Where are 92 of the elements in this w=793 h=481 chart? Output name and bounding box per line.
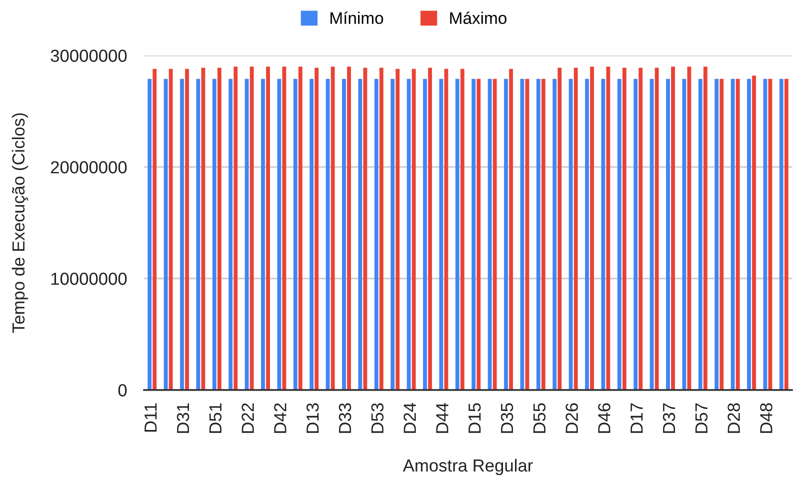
- x-tick-label: D17: [630, 403, 643, 433]
- bar: [622, 68, 626, 390]
- bar: [412, 68, 416, 390]
- bar: [293, 78, 298, 390]
- bar: [234, 66, 238, 390]
- bar: [185, 68, 189, 390]
- bar: [277, 78, 282, 390]
- x-tick-label: D15: [468, 403, 481, 433]
- bar: [763, 78, 768, 390]
- bar: [671, 66, 675, 390]
- bar: [358, 78, 362, 390]
- bar: [698, 78, 702, 390]
- bar: [217, 68, 222, 390]
- bar: [720, 78, 724, 390]
- bar: [682, 78, 686, 390]
- bar: [509, 68, 513, 390]
- bar: [298, 66, 302, 390]
- bar: [492, 78, 497, 390]
- bar: [212, 78, 216, 390]
- bar: [634, 78, 638, 390]
- bar: [314, 68, 319, 390]
- x-tick-label: D53: [371, 403, 384, 433]
- x-tick-label: D42: [274, 403, 286, 433]
- bar: [520, 78, 524, 390]
- y-axis-title: Tempo de Execução (Ciclos): [12, 113, 28, 333]
- bar: [638, 68, 643, 390]
- x-tick-label: D44: [436, 403, 448, 433]
- x-tick-label: D35: [500, 403, 514, 433]
- x-tick-label: D46: [598, 403, 610, 433]
- bar: [752, 76, 756, 390]
- bar: [541, 78, 546, 390]
- y-tick-label: 10000000: [51, 272, 127, 285]
- x-tick-label: D48: [760, 403, 772, 433]
- bar: [666, 78, 670, 390]
- bar: [261, 78, 265, 390]
- bar: [266, 66, 270, 390]
- x-tick-label: D55: [533, 403, 546, 433]
- bar: [196, 78, 200, 390]
- x-tick-label: D24: [404, 403, 416, 433]
- bar: [460, 68, 464, 390]
- x-tick-label: D51: [209, 403, 222, 433]
- bar: [148, 78, 152, 390]
- bar: [423, 78, 427, 390]
- bar: [180, 78, 184, 390]
- bar: [747, 78, 751, 390]
- bar: [736, 78, 740, 390]
- x-tick-label: D31: [176, 403, 190, 433]
- x-tick-label: D13: [306, 403, 319, 433]
- bar: [455, 78, 460, 390]
- bar: [168, 68, 173, 390]
- y-tick-label: 30000000: [50, 50, 127, 62]
- x-tick-label: D26: [566, 403, 578, 433]
- x-tick-label: D57: [695, 403, 708, 433]
- y-tick-label: 0: [118, 384, 127, 396]
- bar: [310, 78, 314, 390]
- bar: [390, 78, 395, 390]
- x-tick-label: D28: [728, 403, 740, 433]
- x-tick-label: D11: [144, 403, 157, 432]
- bar: [379, 68, 384, 390]
- bar: [779, 78, 784, 390]
- bar: [585, 78, 589, 390]
- y-tick-label: 20000000: [50, 161, 127, 174]
- bar: [784, 78, 788, 390]
- bar: [552, 78, 557, 390]
- bar: [428, 68, 432, 390]
- legend-label: Máximo: [450, 12, 506, 24]
- bar: [558, 68, 562, 390]
- bar: [396, 68, 400, 390]
- bar: [590, 66, 594, 390]
- bar: [250, 66, 254, 390]
- bar: [703, 66, 708, 390]
- bar: [374, 78, 378, 390]
- x-axis-title: Amostra Regular: [402, 458, 533, 476]
- bar: [714, 78, 719, 390]
- x-tick-label: D37: [662, 403, 676, 433]
- bar: [536, 78, 540, 390]
- bar: [347, 66, 351, 390]
- x-tick-label: D22: [242, 403, 254, 433]
- legend-label: Mínimo: [330, 12, 384, 24]
- bar: [617, 78, 622, 390]
- bar: [228, 78, 233, 390]
- bar: [439, 78, 444, 390]
- bar: [342, 78, 346, 390]
- bar: [574, 68, 578, 390]
- bar: [330, 66, 335, 390]
- bar: [654, 68, 659, 390]
- bar: [152, 68, 157, 390]
- bar: [504, 78, 508, 390]
- bar: [601, 78, 606, 390]
- x-tick-label: D33: [338, 403, 352, 433]
- bar: [472, 78, 476, 390]
- bar: [476, 78, 481, 390]
